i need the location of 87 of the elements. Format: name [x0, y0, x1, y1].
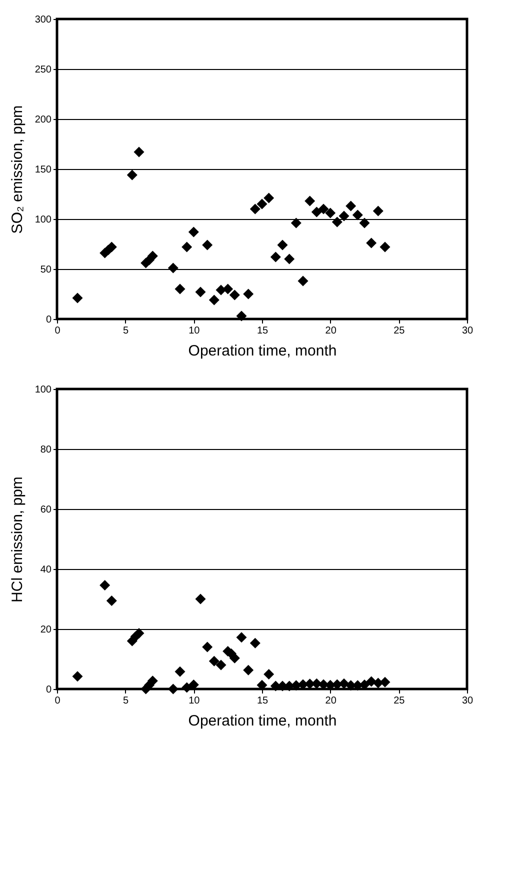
y-tick-label: 0: [46, 314, 52, 326]
point: [208, 656, 220, 666]
x-tick-label: 0: [54, 326, 61, 336]
y-tick-label: 80: [40, 444, 52, 456]
point: [311, 206, 322, 218]
point: [380, 676, 390, 688]
point: [338, 678, 350, 689]
y-tick-label: 0: [46, 684, 52, 696]
x-tick-label: 20: [325, 696, 337, 706]
point: [126, 170, 138, 180]
point: [338, 210, 350, 222]
point: [216, 660, 226, 670]
x-tick-label: 10: [188, 696, 200, 706]
point: [250, 638, 260, 648]
point: [284, 254, 295, 264]
y-tick-label: 100: [34, 384, 52, 396]
point: [147, 250, 158, 262]
y-tick-label: 300: [34, 14, 52, 26]
point: [222, 284, 234, 294]
point: [236, 632, 247, 643]
point: [106, 596, 117, 606]
point: [168, 684, 178, 694]
y-axis-title: SO₂ emission, ppm: [8, 105, 26, 234]
point: [174, 666, 186, 677]
point: [100, 580, 110, 590]
x-tick-label: 30: [462, 696, 474, 706]
point: [243, 288, 254, 300]
x-tick-label: 15: [256, 696, 268, 706]
point: [264, 192, 274, 204]
x-tick-label: 5: [123, 326, 130, 336]
point: [195, 594, 206, 604]
x-tick-label: 25: [394, 326, 406, 336]
x-tick-label: 15: [256, 326, 268, 336]
point: [372, 206, 384, 216]
y-tick-label: 200: [34, 114, 52, 126]
point: [270, 252, 281, 262]
point: [174, 284, 186, 294]
point: [182, 242, 192, 252]
x-tick-label: 30: [462, 326, 474, 336]
point: [256, 198, 268, 210]
point: [134, 628, 144, 638]
x-tick-label: 0: [54, 696, 61, 706]
x-tick-label: 5: [123, 696, 130, 706]
point: [168, 262, 178, 274]
point: [352, 210, 363, 220]
point: [72, 671, 83, 682]
point: [304, 196, 316, 206]
y-tick-label: 100: [34, 214, 52, 226]
point: [182, 682, 192, 693]
point: [332, 216, 342, 228]
point: [216, 284, 226, 296]
point: [72, 292, 83, 304]
point: [346, 200, 356, 212]
point: [195, 286, 206, 298]
x-axis-title: Operation time, month: [188, 712, 337, 730]
point: [380, 242, 390, 252]
point: [243, 664, 254, 676]
y-tick-label: 60: [40, 504, 52, 516]
point: [290, 218, 302, 228]
point: [134, 146, 144, 158]
point: [256, 680, 268, 690]
point: [202, 240, 213, 250]
y-tick-label: 50: [40, 264, 52, 276]
point: [366, 238, 377, 248]
point: [359, 218, 370, 228]
point: [298, 276, 308, 286]
point: [188, 226, 199, 238]
x-tick-label: 10: [188, 326, 200, 336]
point: [208, 294, 220, 306]
point: [250, 204, 260, 214]
point: [229, 290, 240, 300]
point: [277, 240, 288, 250]
y-tick-label: 20: [40, 624, 52, 636]
x-tick-label: 20: [325, 326, 337, 336]
x-tick-label: 25: [394, 696, 406, 706]
point: [325, 208, 336, 218]
point: [318, 204, 329, 214]
y-tick-label: 150: [34, 164, 52, 176]
x-axis-title: Operation time, month: [188, 342, 337, 360]
point: [264, 669, 274, 680]
point: [229, 652, 240, 664]
y-tick-label: 40: [40, 564, 52, 576]
point: [236, 310, 247, 322]
point: [202, 642, 213, 652]
point: [147, 676, 158, 686]
y-tick-label: 250: [34, 64, 52, 76]
y-axis-title: HCl emission, ppm: [8, 476, 26, 602]
